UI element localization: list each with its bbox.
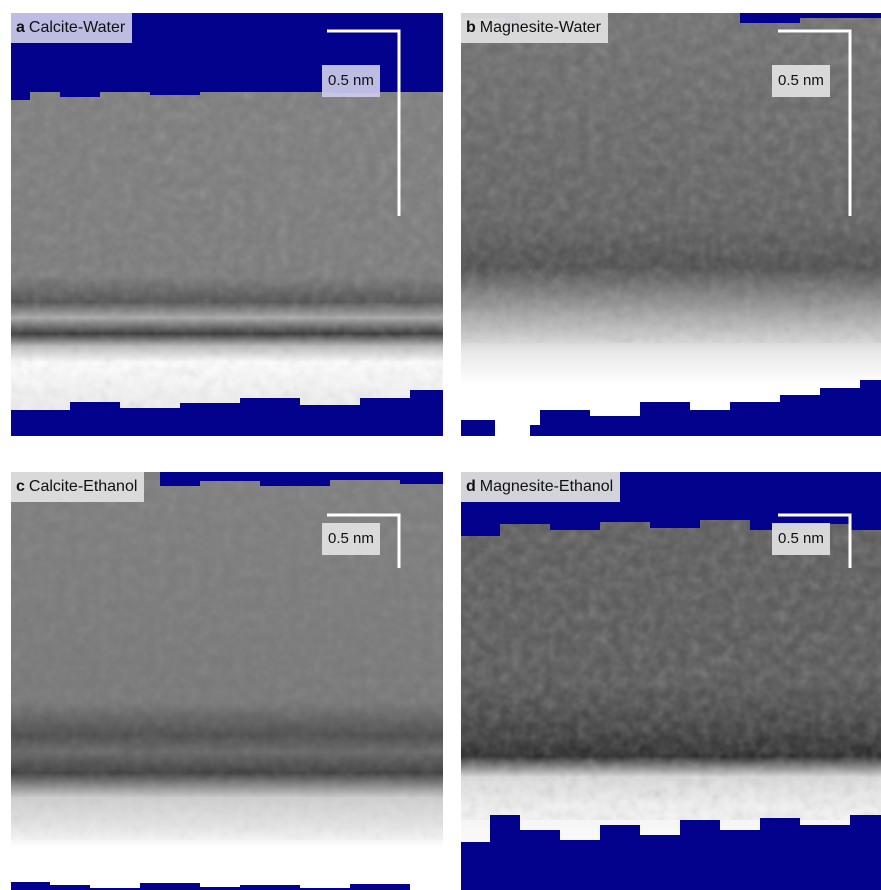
panel-title: Magnesite-Water — [479, 19, 602, 36]
panel-title: Calcite-Ethanol — [28, 478, 138, 495]
panel-title: Calcite-Water — [28, 19, 126, 36]
panel-letter: b — [466, 19, 476, 36]
scale-label: 0.5 nm — [772, 65, 830, 97]
scale-label: 0.5 nm — [772, 523, 830, 555]
scale-label: 0.5 nm — [322, 65, 380, 97]
panel-title: Magnesite-Ethanol — [479, 478, 614, 495]
panel-label: a Calcite-Water — [11, 13, 133, 43]
panel-letter: a — [16, 19, 25, 36]
scale-label: 0.5 nm — [322, 523, 380, 555]
panel-letter: c — [16, 478, 25, 495]
panel-label: c Calcite-Ethanol — [11, 472, 145, 502]
panel-image — [461, 472, 881, 890]
panel-letter: d — [466, 478, 476, 495]
scale-bar — [327, 29, 852, 568]
panel-label: b Magnesite-Water — [461, 13, 609, 43]
panel-label: d Magnesite-Ethanol — [461, 472, 621, 502]
